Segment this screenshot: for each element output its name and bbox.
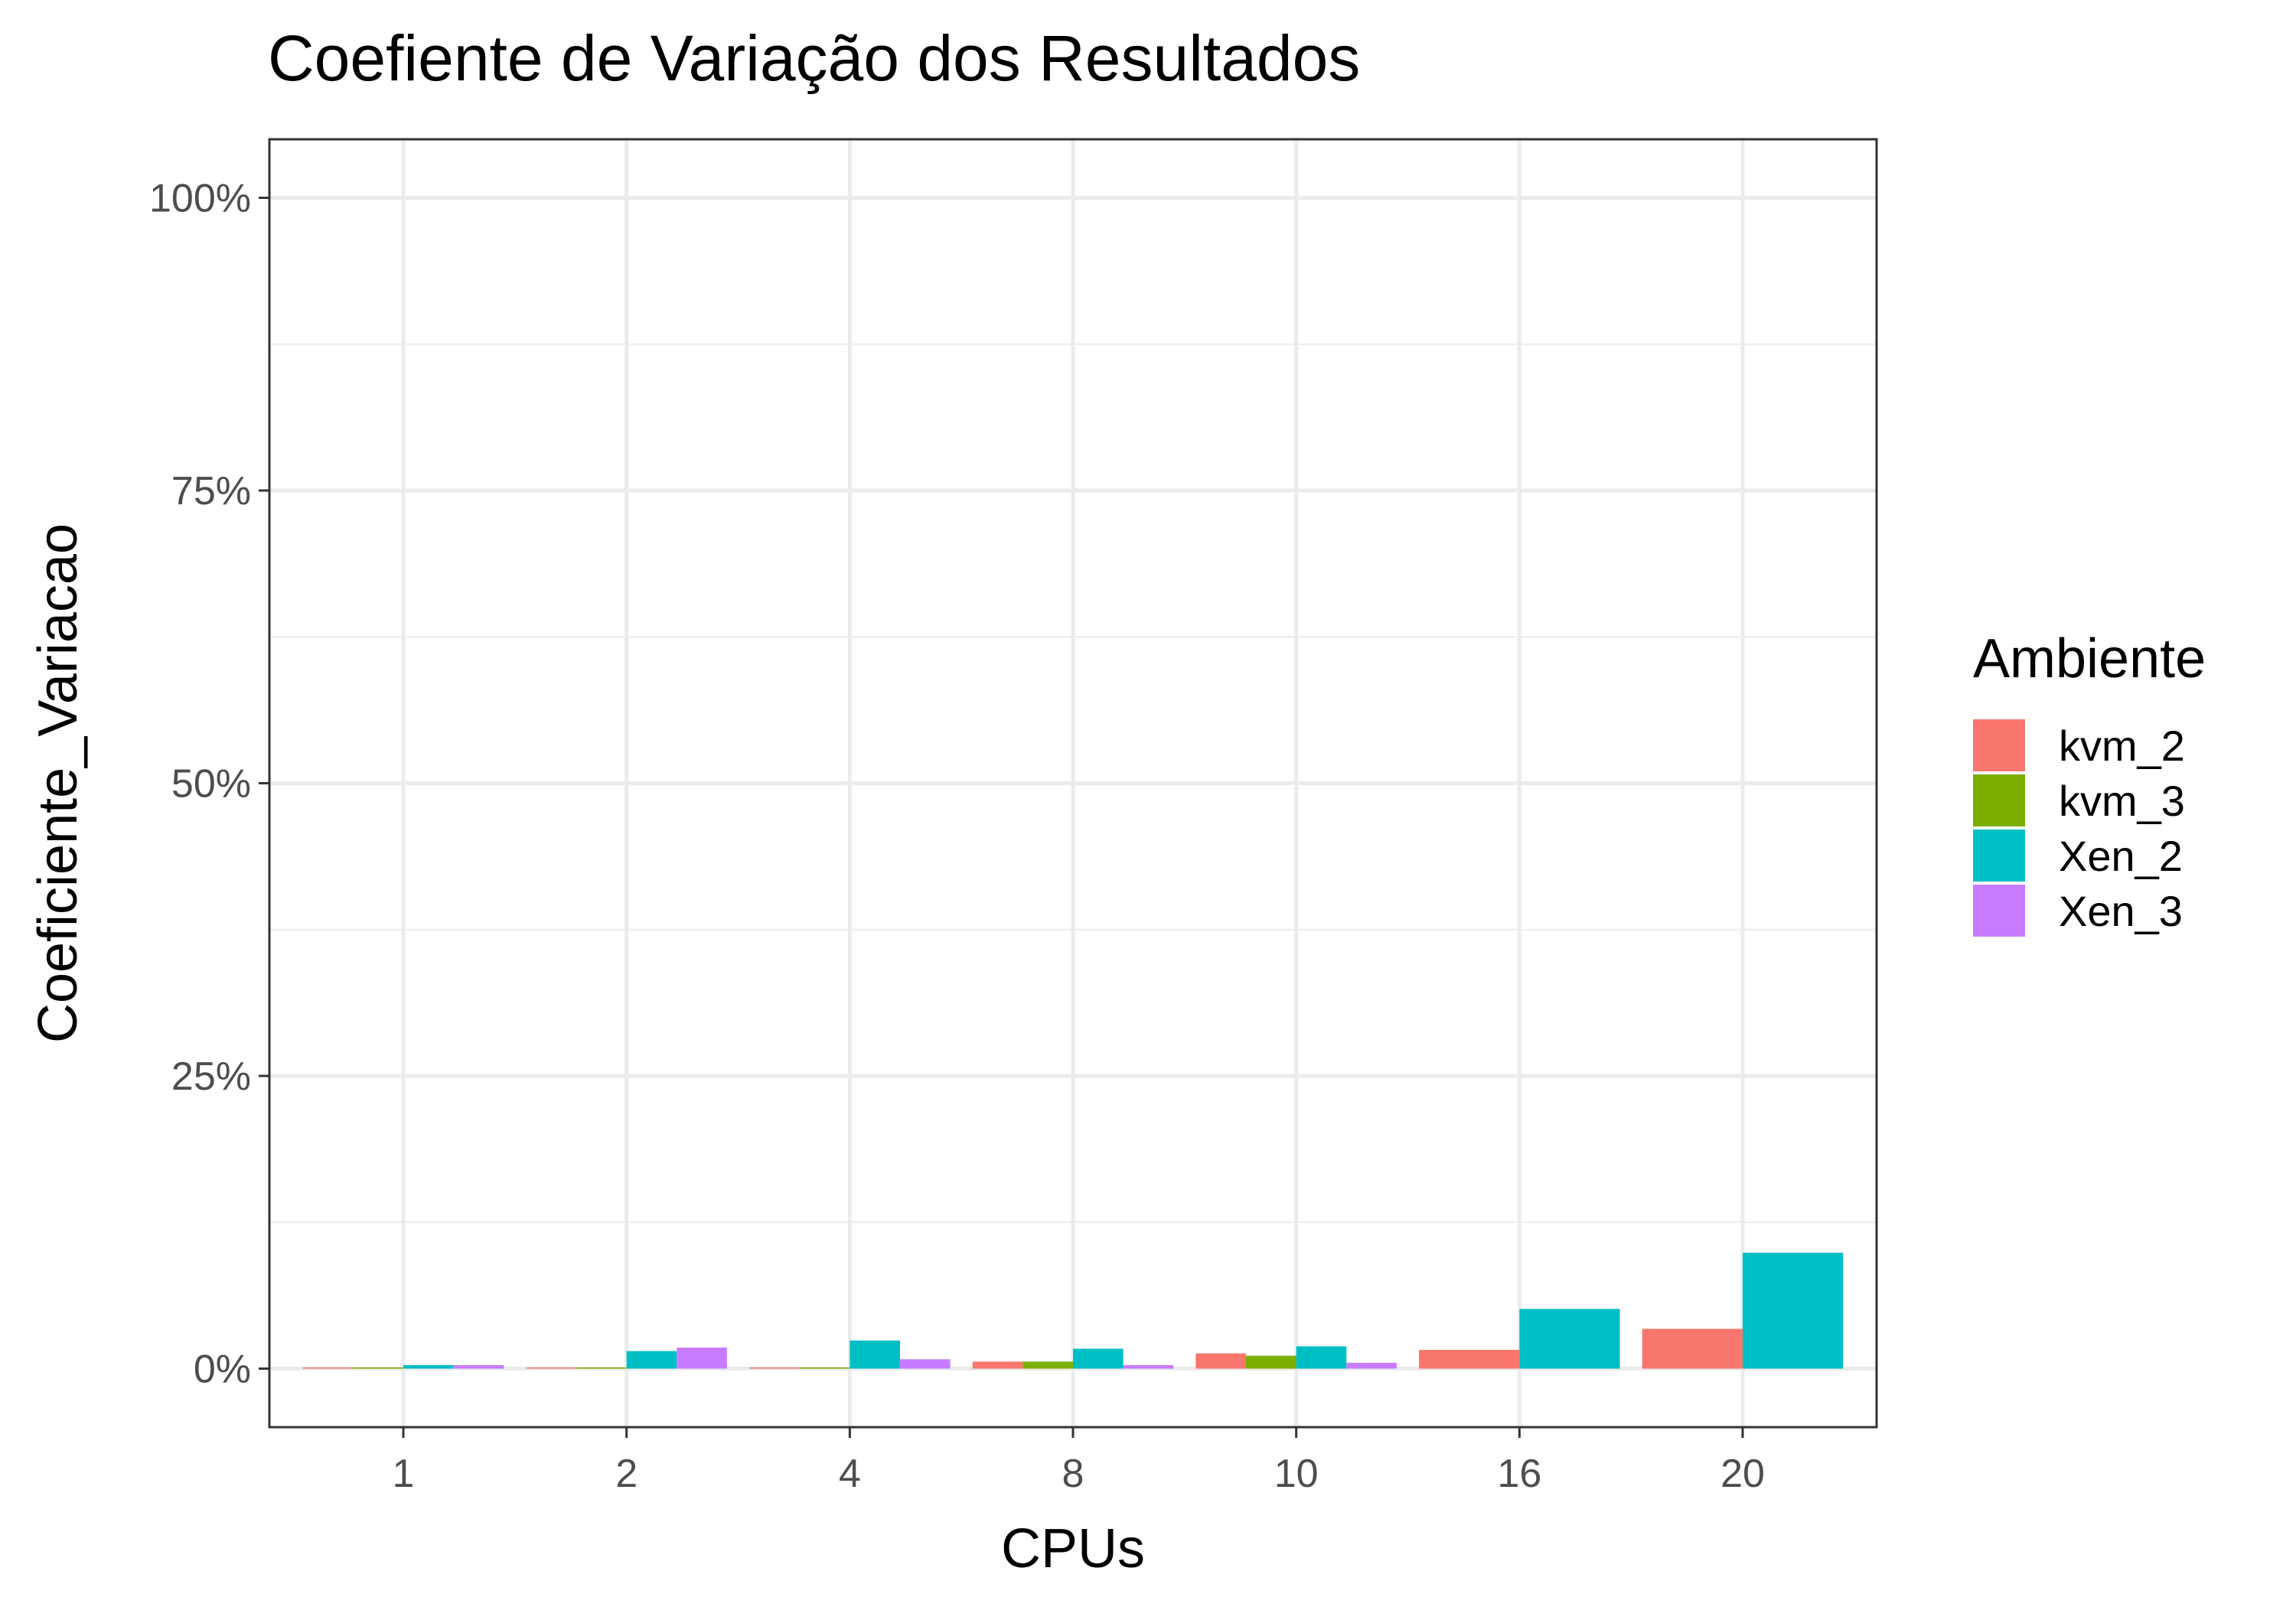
legend-label-Xen_3: Xen_3 (2059, 887, 2183, 935)
legend-swatch-kvm_2 (1973, 719, 2025, 771)
x-tick-label: 4 (839, 1452, 861, 1496)
bar-Xen_2-1 (403, 1364, 454, 1369)
x-axis-title: CPUs (1001, 1518, 1145, 1579)
axes: 0% 25% 50% 75% 100% 1 2 4 8 10 16 20 (149, 177, 1765, 1497)
y-axis-title: Coeficiente_Variacao (28, 523, 89, 1043)
x-tick-label: 8 (1062, 1452, 1084, 1496)
bar-kvm_2-10 (1195, 1353, 1247, 1369)
bar-kvm_3-1 (353, 1367, 403, 1369)
bar-kvm_2-20 (1642, 1328, 1743, 1369)
bar-Xen_2-8 (1073, 1348, 1124, 1369)
chart-title: Coefiente de Variação dos Resultados (268, 22, 1360, 94)
bars (302, 1253, 1844, 1369)
y-tick-label: 25% (171, 1054, 251, 1099)
bar-kvm_3-10 (1246, 1355, 1296, 1369)
bar-Xen_3-4 (899, 1359, 951, 1369)
y-tick-label: 0% (194, 1348, 251, 1392)
legend-swatch-Xen_3 (1973, 885, 2025, 937)
legend-label-Xen_2: Xen_2 (2059, 832, 2183, 880)
bar-kvm_2-8 (972, 1361, 1023, 1369)
x-tick-label: 16 (1497, 1452, 1541, 1496)
bar-Xen_2-4 (850, 1340, 900, 1369)
y-tick-label: 50% (171, 762, 251, 807)
x-tick-label: 10 (1274, 1452, 1319, 1496)
bar-kvm_3-8 (1022, 1361, 1073, 1369)
legend-swatch-Xen_2 (1973, 830, 2025, 882)
bar-Xen_3-10 (1346, 1362, 1397, 1369)
bar-kvm_3-4 (799, 1367, 850, 1369)
bar-Xen_3-8 (1123, 1364, 1174, 1369)
y-tick-label: 100% (149, 177, 251, 221)
bar-kvm_2-2 (526, 1367, 577, 1369)
legend-label-kvm_2: kvm_2 (2059, 722, 2185, 770)
bar-Xen_2-10 (1296, 1346, 1347, 1369)
bar-Xen_3-1 (453, 1364, 504, 1369)
legend-swatch-kvm_3 (1973, 774, 2025, 826)
y-tick-label: 75% (171, 469, 251, 513)
bar-Xen_2-20 (1743, 1253, 1844, 1369)
bar-kvm_2-16 (1419, 1350, 1520, 1369)
legend: Ambiente kvm_2 kvm_3 Xen_2 Xen_3 (1973, 628, 2206, 937)
legend-title: Ambiente (1973, 628, 2206, 689)
bar-Xen_3-2 (677, 1347, 727, 1369)
bar-kvm_2-4 (749, 1367, 800, 1369)
x-tick-label: 2 (615, 1452, 638, 1496)
grid (269, 139, 1877, 1427)
bar-Xen_2-16 (1519, 1309, 1620, 1369)
legend-label-kvm_3: kvm_3 (2059, 777, 2185, 825)
bar-kvm_3-2 (576, 1367, 627, 1369)
x-tick-label: 1 (393, 1452, 415, 1496)
bar-Xen_2-2 (626, 1351, 677, 1369)
x-tick-label: 20 (1720, 1452, 1765, 1496)
bar-kvm_2-1 (302, 1367, 354, 1369)
